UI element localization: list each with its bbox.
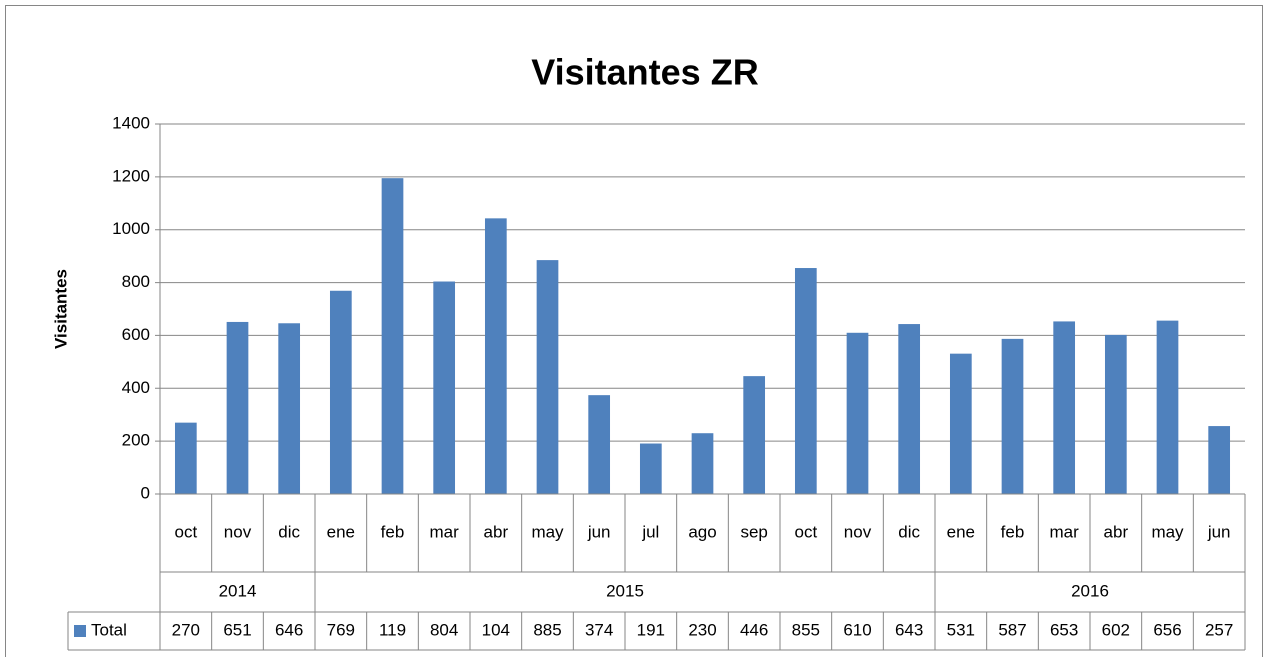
bar xyxy=(226,321,249,494)
bar xyxy=(898,324,921,494)
x-tick-label: mar xyxy=(1050,522,1080,541)
data-table-value: 374 xyxy=(585,620,613,639)
x-tick-label: may xyxy=(1151,522,1184,541)
bar xyxy=(174,422,197,494)
data-table-value: 446 xyxy=(740,620,768,639)
data-table-value: 587 xyxy=(998,620,1026,639)
data-table-value: 855 xyxy=(792,620,820,639)
y-tick-label: 1000 xyxy=(112,219,150,238)
x-tick-label: dic xyxy=(898,522,920,541)
data-table-value: 257 xyxy=(1205,620,1233,639)
data-table-value: 804 xyxy=(430,620,458,639)
bar xyxy=(1104,334,1127,494)
data-table-value: 602 xyxy=(1102,620,1130,639)
group-label: 2015 xyxy=(606,581,644,600)
data-table-value: 656 xyxy=(1153,620,1181,639)
bar xyxy=(433,281,456,494)
bar xyxy=(278,323,301,494)
y-axis-label: Visitantes xyxy=(51,269,70,349)
x-tick-label: dic xyxy=(278,522,300,541)
data-table-value: 643 xyxy=(895,620,923,639)
bar xyxy=(329,290,352,494)
data-table-value: 651 xyxy=(223,620,251,639)
y-tick-label: 600 xyxy=(122,325,150,344)
bar xyxy=(794,268,817,494)
legend-key xyxy=(74,625,86,637)
bar xyxy=(536,260,559,494)
bar xyxy=(1001,338,1024,494)
x-tick-label: nov xyxy=(844,522,872,541)
bar xyxy=(846,332,869,494)
data-table-value: 104 xyxy=(482,620,510,639)
chart-title: Visitantes ZR xyxy=(531,52,758,93)
data-table-value: 119 xyxy=(379,620,406,639)
x-tick-label: ago xyxy=(688,522,716,541)
bar xyxy=(691,433,714,494)
data-table-value: 270 xyxy=(172,620,200,639)
data-table-value: 885 xyxy=(533,620,561,639)
x-tick-label: ene xyxy=(327,522,355,541)
data-table-value: 191 xyxy=(637,620,665,639)
bar xyxy=(949,353,972,494)
legend-label: Total xyxy=(91,620,127,639)
data-table-value: 610 xyxy=(843,620,871,639)
x-tick-label: jun xyxy=(1207,522,1231,541)
bar xyxy=(381,178,404,494)
x-tick-label: nov xyxy=(224,522,252,541)
y-tick-label: 400 xyxy=(122,378,150,397)
chart-border xyxy=(5,5,1263,657)
x-tick-label: mar xyxy=(430,522,460,541)
y-tick-label: 1200 xyxy=(112,166,150,185)
x-tick-label: abr xyxy=(484,522,509,541)
bar xyxy=(743,376,766,494)
y-tick-label: 0 xyxy=(141,483,150,502)
group-label: 2016 xyxy=(1071,581,1109,600)
data-table-value: 531 xyxy=(947,620,975,639)
x-tick-label: jun xyxy=(587,522,611,541)
group-label: 2014 xyxy=(219,581,257,600)
x-tick-label: feb xyxy=(381,522,405,541)
x-tick-label: sep xyxy=(740,522,767,541)
x-tick-label: jul xyxy=(641,522,659,541)
bar xyxy=(639,443,662,494)
y-tick-label: 200 xyxy=(122,431,150,450)
x-tick-label: ene xyxy=(947,522,975,541)
bar xyxy=(1053,321,1076,494)
y-tick-label: 1400 xyxy=(112,113,150,132)
bar xyxy=(484,218,507,494)
bar xyxy=(1156,320,1179,494)
bar xyxy=(588,395,611,494)
x-tick-label: feb xyxy=(1001,522,1025,541)
y-tick-label: 800 xyxy=(122,272,150,291)
bar xyxy=(1208,426,1231,494)
data-table-value: 769 xyxy=(327,620,355,639)
x-tick-label: abr xyxy=(1104,522,1129,541)
x-tick-label: oct xyxy=(174,522,197,541)
x-tick-label: may xyxy=(531,522,564,541)
data-table-value: 230 xyxy=(688,620,716,639)
x-tick-label: oct xyxy=(794,522,817,541)
data-table-value: 653 xyxy=(1050,620,1078,639)
data-table-value: 646 xyxy=(275,620,303,639)
